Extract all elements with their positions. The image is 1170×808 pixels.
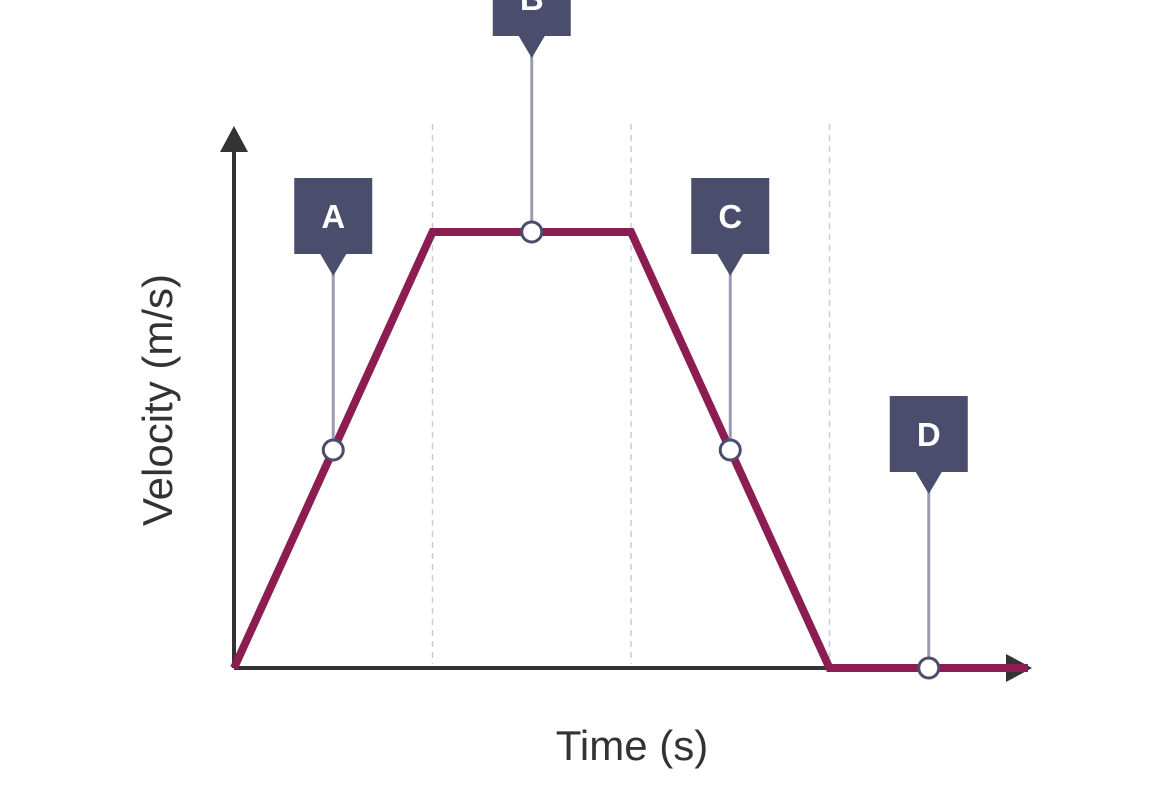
callout-box bbox=[889, 396, 968, 472]
y-axis-title: Velocity (m/s) bbox=[134, 274, 181, 526]
callout-pointer bbox=[320, 254, 347, 276]
point-marker bbox=[718, 438, 742, 462]
callout-c: C bbox=[691, 178, 770, 462]
point-marker bbox=[520, 220, 544, 244]
callout-pointer bbox=[717, 254, 744, 276]
callout-b: B bbox=[492, 0, 571, 244]
callout-label: C bbox=[718, 198, 742, 235]
callout-label: B bbox=[520, 0, 544, 17]
y-axis-arrow bbox=[220, 126, 248, 152]
callout-pointer bbox=[518, 36, 545, 58]
point-marker bbox=[321, 438, 345, 462]
callout-label: D bbox=[917, 416, 941, 453]
callout-a: A bbox=[294, 178, 373, 462]
callout-d: D bbox=[889, 396, 968, 680]
velocity-line bbox=[230, 228, 1028, 672]
callout-box bbox=[691, 178, 770, 254]
grid-lines bbox=[431, 124, 831, 664]
x-axis-title: Time (s) bbox=[556, 722, 708, 769]
point-marker bbox=[917, 656, 941, 680]
callout-box bbox=[492, 0, 571, 36]
series-layer bbox=[230, 228, 1028, 672]
callout-pointer bbox=[915, 472, 942, 494]
annotation-layer: A B C D bbox=[294, 0, 968, 680]
callout-label: A bbox=[321, 198, 345, 235]
callout-box bbox=[294, 178, 373, 254]
